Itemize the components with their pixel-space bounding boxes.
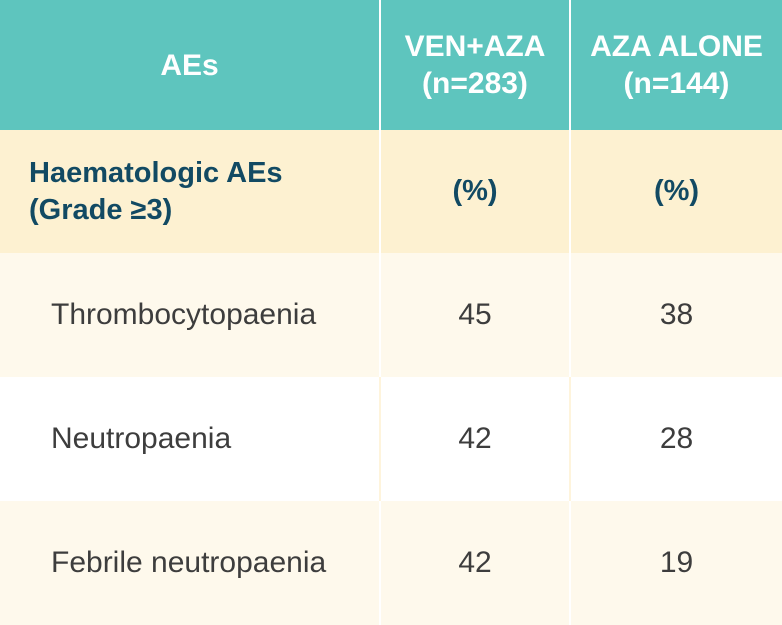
row-value-aza-alone: 28 xyxy=(569,377,782,501)
row-value-ven-aza: 42 xyxy=(379,501,570,625)
header-aza-alone-count: (n=144) xyxy=(623,67,730,100)
row-value-aza-alone: 38 xyxy=(569,253,782,377)
header-ven-aza: VEN+AZA (n=283) xyxy=(379,0,570,130)
row-value-aza-alone: 19 xyxy=(569,501,782,625)
header-aza-alone-title: AZA ALONE xyxy=(590,30,763,63)
row-label: Neutropaenia xyxy=(51,422,232,455)
row-value-ven-aza: 42 xyxy=(379,377,570,501)
row-value-ven-aza: 45 xyxy=(379,253,570,377)
header-ven-aza-count: (n=283) xyxy=(422,67,528,100)
section-header-row: Haematologic AEs (Grade ≥3) (%) (%) xyxy=(0,130,782,253)
row-label: Thrombocytopaenia xyxy=(51,298,317,331)
table-row: Neutropaenia 42 28 xyxy=(0,377,782,501)
header-aza-alone: AZA ALONE (n=144) xyxy=(569,0,782,130)
table-row: Thrombocytopaenia 45 38 xyxy=(0,253,782,377)
header-aes-label: AEs xyxy=(160,48,219,82)
section-title-line1: Haematologic AEs xyxy=(29,156,283,189)
section-title-line2: (Grade ≥3) xyxy=(29,193,173,226)
section-title: Haematologic AEs (Grade ≥3) xyxy=(0,130,380,253)
section-unit-aza-alone: (%) xyxy=(569,130,782,253)
section-unit-ven-aza: (%) xyxy=(379,130,570,253)
table-header-row: AEs VEN+AZA (n=283) AZA ALONE (n=144) xyxy=(0,0,782,130)
table-row: Febrile neutropaenia 42 19 xyxy=(0,501,782,625)
header-aes: AEs xyxy=(0,0,380,130)
row-label: Febrile neutropaenia xyxy=(51,546,327,579)
header-ven-aza-title: VEN+AZA xyxy=(404,30,546,63)
